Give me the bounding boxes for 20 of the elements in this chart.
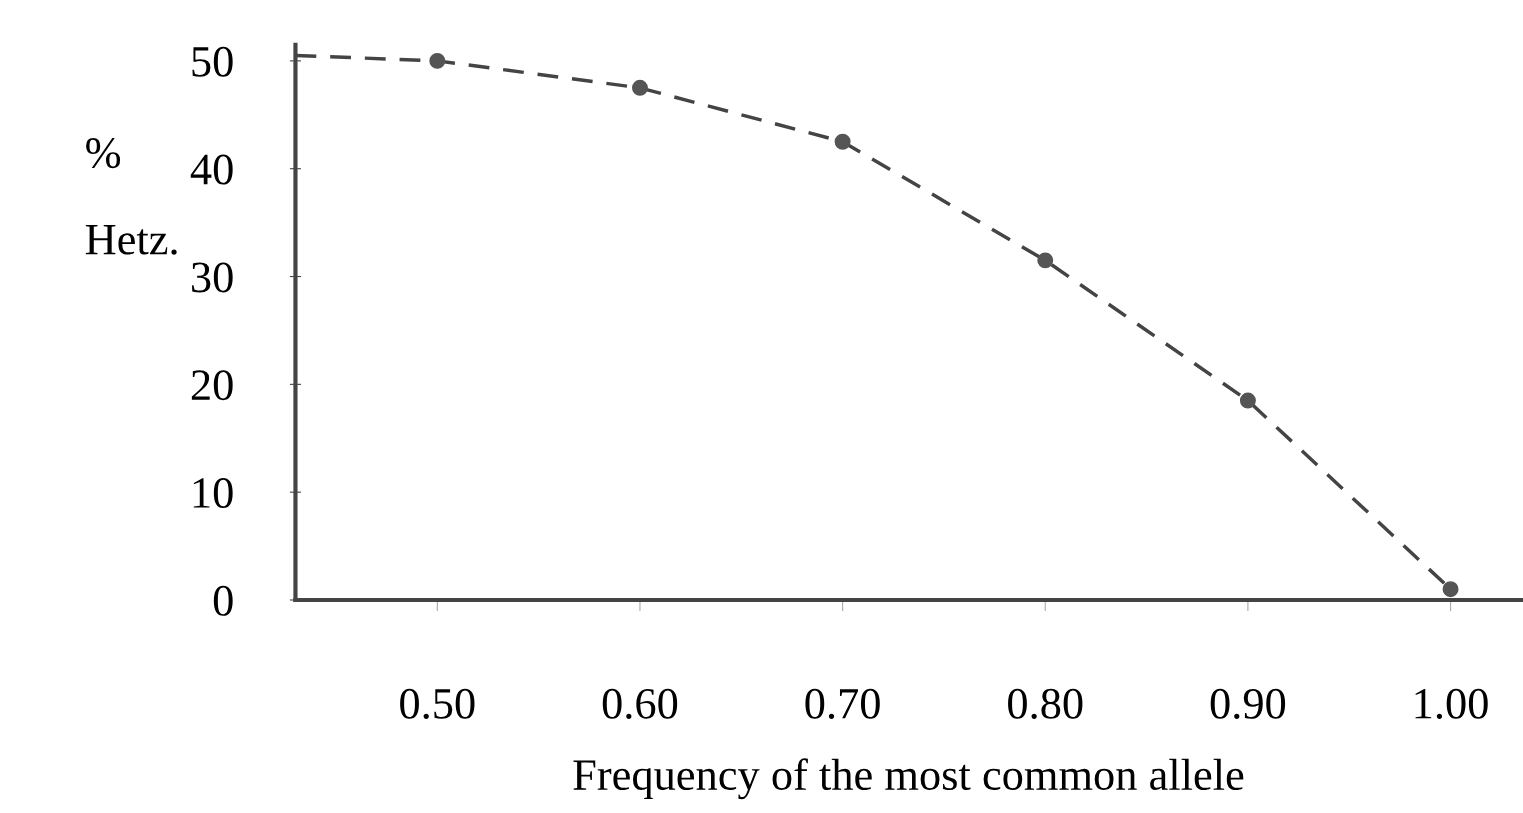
y-tick-label: 50 [192,46,233,77]
x-tick-label: 0.90 [1210,688,1286,719]
y-tick-label: 0 [213,585,233,616]
x-tick-label: 0.80 [1008,688,1083,719]
y-tick-label: 40 [190,154,233,185]
x-tick-label: 0.50 [400,688,475,719]
x-tick-label: 0.60 [602,688,678,719]
y-tick-label: 20 [191,370,233,401]
x-tick-label: 1.00 [1415,688,1488,719]
point [631,79,648,96]
point [1442,581,1459,598]
text: % Hetz. [85,138,177,255]
point [1037,252,1054,269]
x-tick-label: 0.70 [805,688,880,719]
y-tick-label: 10 [193,478,233,509]
y-tick-label: 30 [192,262,233,293]
x-axis-title: Frequency of the most common allele [573,758,1244,800]
point [429,52,446,69]
point [834,133,851,150]
point [1239,392,1256,409]
